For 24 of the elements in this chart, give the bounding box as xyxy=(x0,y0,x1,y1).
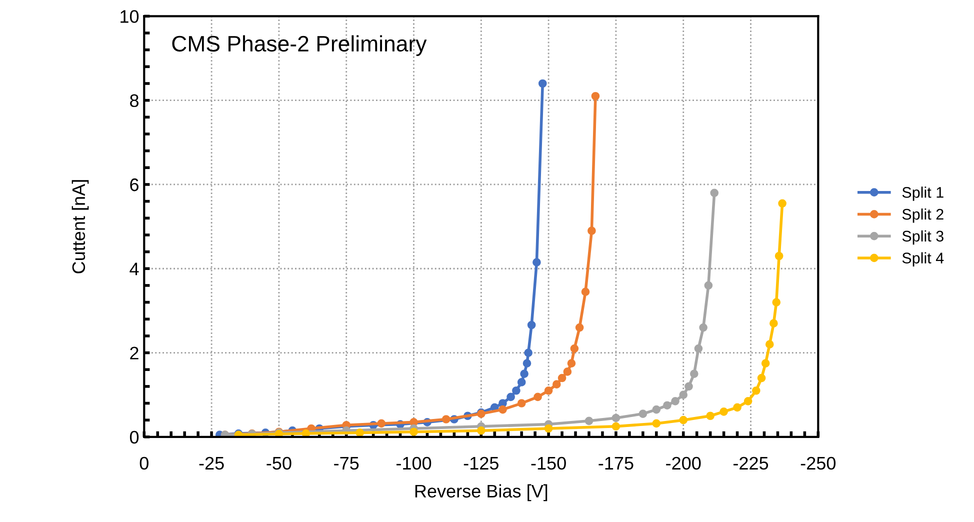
x-tick-label: -200 xyxy=(666,456,701,470)
y-tick-label: 8 xyxy=(130,94,139,108)
x-tick-label: -125 xyxy=(464,456,498,470)
y-tick-label: 4 xyxy=(130,262,139,276)
x-axis-title: Reverse Bias [V] xyxy=(415,484,548,502)
x-tick-label: -100 xyxy=(396,456,432,470)
x-tick-label: 0 xyxy=(140,456,148,470)
x-tick-label: -75 xyxy=(334,457,359,470)
y-tick-label: 10 xyxy=(120,10,139,23)
y-tick-label: 2 xyxy=(130,346,138,360)
x-tick-label: -25 xyxy=(199,456,224,470)
legend-label: Split 4 xyxy=(902,252,944,266)
x-tick-label: -175 xyxy=(598,457,634,470)
legend-label: Split 1 xyxy=(902,186,944,201)
y-tick-label: 6 xyxy=(130,178,138,192)
text: CMS Phase-2 Preliminary xyxy=(172,35,427,56)
x-tick-label: -250 xyxy=(800,456,836,470)
legend-label: Split 3 xyxy=(902,230,944,245)
y-tick-label: 0 xyxy=(130,430,139,444)
x-tick-label: -150 xyxy=(531,456,566,470)
y-axis-title: Cuttent [nA] xyxy=(72,180,89,274)
legend-label: Split 2 xyxy=(902,208,944,223)
x-tick-label: -50 xyxy=(266,456,292,470)
x-tick-label: -225 xyxy=(733,456,768,470)
